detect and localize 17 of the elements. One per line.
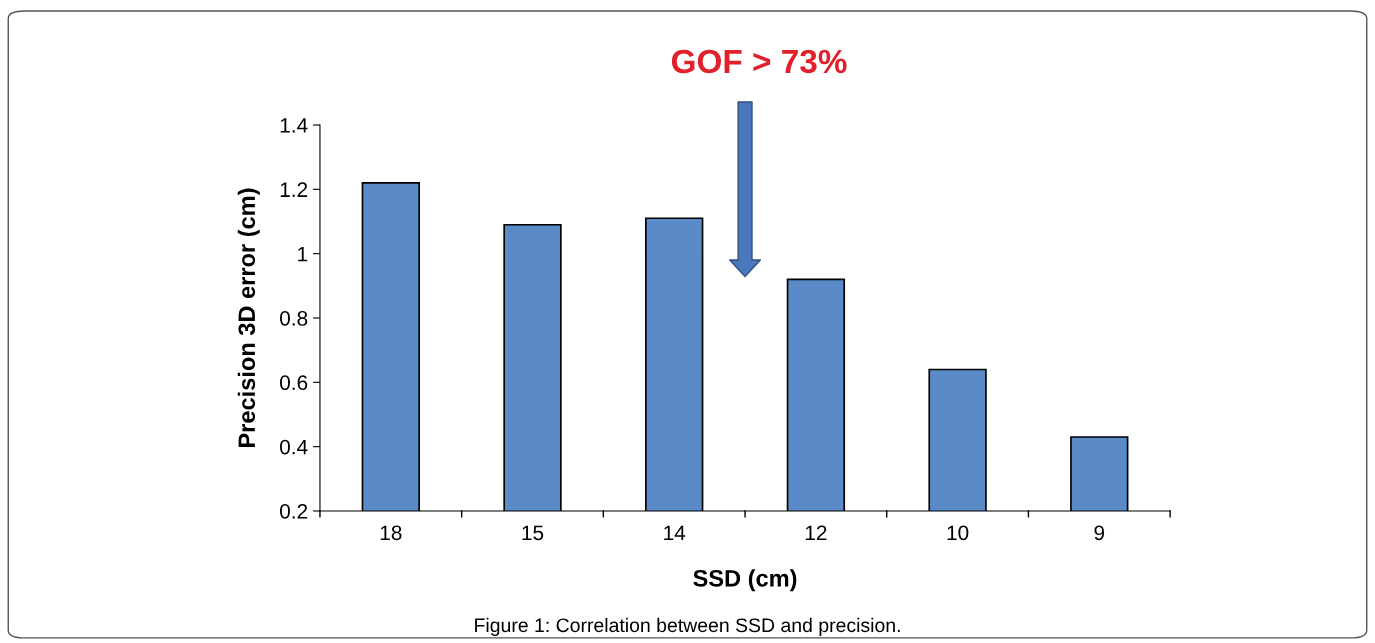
y-tick-label: 1.2	[280, 182, 308, 197]
x-tick-label: 10	[947, 525, 969, 541]
y-tick-label: 0.2	[280, 503, 308, 519]
x-axis-title: SSD (cm)	[693, 569, 797, 592]
text: GOF > 73%	[671, 49, 847, 74]
y-tick-label: 1	[298, 246, 308, 262]
x-tick-label: 15	[522, 525, 544, 541]
caption: Figure 1: Correlation between SSD and precision.	[475, 617, 900, 636]
y-tick-label: 0.8	[280, 311, 308, 326]
y-tick-label: 0.6	[280, 375, 308, 391]
y-tick-label: 1.4	[280, 118, 308, 133]
y-tick-label: 0.4	[280, 439, 308, 455]
x-tick-label: 14	[664, 525, 686, 540]
x-tick-label: 18	[380, 525, 402, 541]
x-tick-label: 12	[805, 525, 827, 540]
y-axis-title: Precision 3D error (cm)	[237, 188, 260, 447]
x-tick-label: 9	[1094, 525, 1105, 541]
